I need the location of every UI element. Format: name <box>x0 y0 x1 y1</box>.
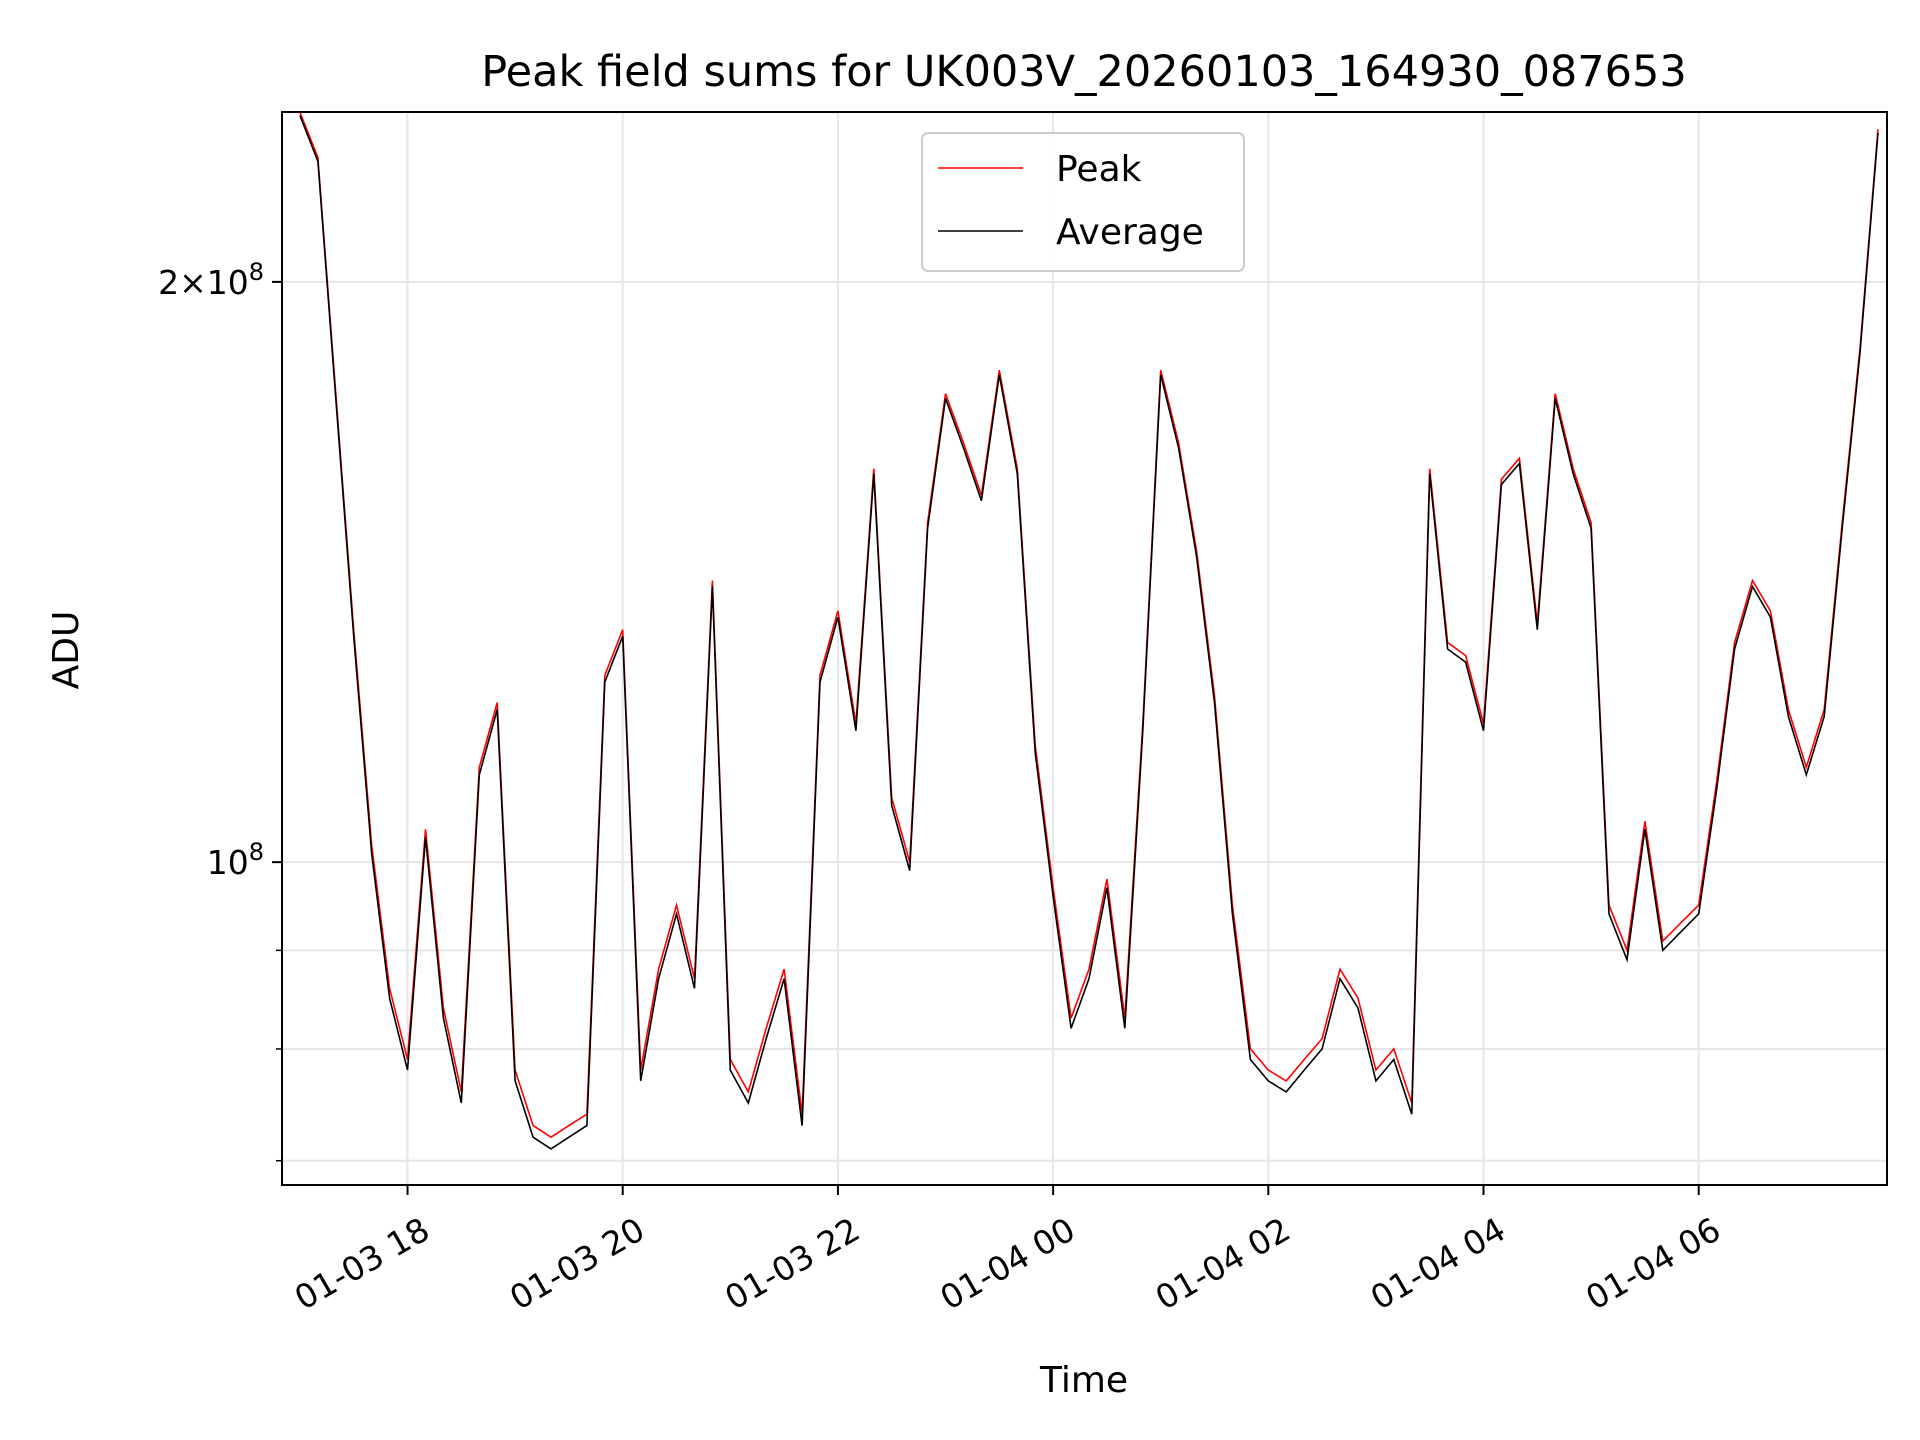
y-tick-label: 2×108 <box>158 258 264 302</box>
legend-label-peak: Peak <box>1056 149 1142 190</box>
y-axis-label: ADU <box>46 611 87 690</box>
legend: Peak Average <box>922 133 1244 271</box>
chart-title: Peak field sums for UK003V_20260103_1649… <box>481 47 1686 97</box>
legend-label-average: Average <box>1056 212 1204 253</box>
x-axis-label: Time <box>1039 1360 1128 1401</box>
